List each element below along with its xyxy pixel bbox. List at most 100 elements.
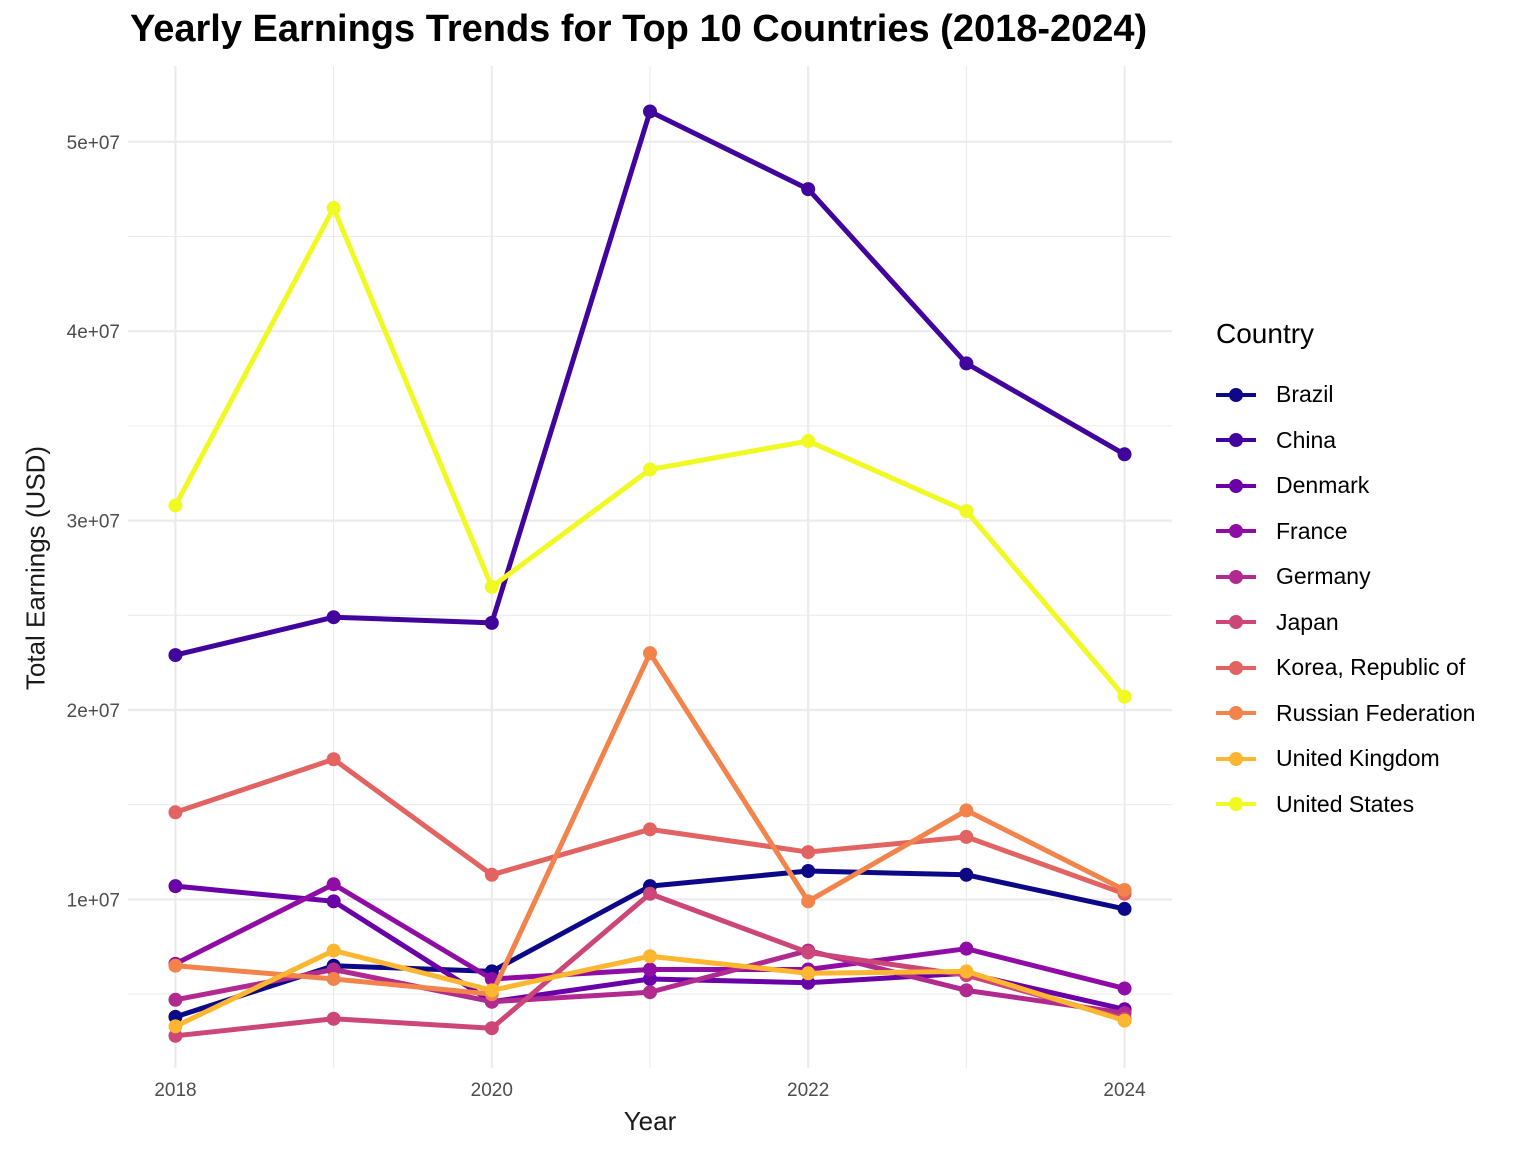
- data-point-japan: [326, 1011, 341, 1026]
- x-tick-label: 2024: [1103, 1080, 1146, 1101]
- x-tick-label: 2018: [154, 1080, 196, 1101]
- data-point-japan: [484, 1021, 499, 1036]
- data-point-russian-federation: [168, 958, 183, 973]
- legend-item-germany: Germany: [1216, 554, 1475, 600]
- data-point-brazil: [959, 867, 974, 882]
- x-axis-ticks: 2018 2020 2022 2024: [154, 1080, 1146, 1101]
- legend-item-denmark: Denmark: [1216, 463, 1475, 509]
- legend-key-dot: [1229, 751, 1243, 766]
- data-point-japan: [643, 886, 657, 901]
- data-point-france: [959, 941, 974, 956]
- legend-label: China: [1276, 426, 1337, 453]
- data-point-united-kingdom: [801, 966, 816, 981]
- legend-label: France: [1276, 517, 1348, 544]
- data-point-china: [1117, 447, 1132, 462]
- data-point-united-states: [1117, 689, 1132, 704]
- y-axis-title: Total Earnings (USD): [20, 445, 51, 691]
- legend-key-dot: [1229, 797, 1243, 812]
- legend-label: Korea, Republic of: [1276, 654, 1466, 681]
- y-tick-label: 1e+07: [67, 890, 120, 911]
- data-point-china: [484, 615, 499, 630]
- legend-key-dot: [1229, 569, 1243, 584]
- data-point-china: [801, 182, 816, 197]
- data-point-france: [326, 877, 341, 892]
- data-point-united-states: [168, 498, 183, 513]
- legend-key-germany: [1216, 567, 1256, 587]
- legend-key-dot: [1229, 478, 1243, 493]
- legend-label: United States: [1276, 790, 1415, 817]
- series-united-kingdom: [168, 943, 1132, 1034]
- data-point-china: [643, 104, 657, 119]
- data-point-china: [168, 648, 183, 663]
- legend-label: Germany: [1276, 563, 1371, 590]
- legend-key-dot: [1229, 660, 1243, 675]
- data-point-united-states: [801, 434, 816, 449]
- legend-items: Brazil China Denmark France Germany Japan Kore…: [1216, 372, 1475, 827]
- legend-title: Country: [1216, 318, 1315, 349]
- legend-key-denmark: [1216, 476, 1256, 496]
- y-tick-label: 3e+07: [67, 512, 120, 533]
- data-point-germany: [643, 985, 657, 1000]
- legend-label: Denmark: [1276, 472, 1370, 499]
- data-point-united-states: [484, 579, 499, 594]
- legend-item-china: China: [1216, 418, 1475, 464]
- series-layer: [168, 104, 1132, 1043]
- legend-item-russian-federation: Russian Federation: [1216, 691, 1475, 737]
- data-point-china: [959, 356, 974, 371]
- legend-item-france: France: [1216, 509, 1475, 555]
- data-point-korea-republic-of: [801, 845, 816, 860]
- y-tick-label: 5e+07: [67, 133, 120, 154]
- series-korea-republic-of: [168, 752, 1132, 901]
- data-point-korea-republic-of: [959, 829, 974, 844]
- legend-item-united-states: United States: [1216, 782, 1475, 828]
- data-point-korea-republic-of: [326, 752, 341, 767]
- legend-key-dot: [1229, 706, 1243, 721]
- data-point-korea-republic-of: [168, 805, 183, 820]
- legend-key-russian-federation: [1216, 703, 1256, 723]
- legend-label: Russian Federation: [1276, 699, 1476, 726]
- x-tick-label: 2022: [787, 1080, 829, 1101]
- legend-key-korea-republic-of: [1216, 658, 1256, 678]
- data-point-russian-federation: [801, 894, 816, 909]
- data-point-russian-federation: [1117, 882, 1132, 897]
- data-point-russian-federation: [959, 803, 974, 818]
- y-tick-label: 2e+07: [67, 701, 120, 722]
- data-point-brazil: [1117, 901, 1132, 916]
- legend-key-japan: [1216, 612, 1256, 632]
- legend-key-brazil: [1216, 385, 1256, 405]
- data-point-germany: [168, 992, 183, 1007]
- chart-title: Yearly Earnings Trends for Top 10 Countr…: [130, 8, 1148, 50]
- data-point-russian-federation: [643, 646, 657, 661]
- data-point-france: [643, 962, 657, 977]
- legend-key-united-states: [1216, 794, 1256, 814]
- data-point-united-kingdom: [326, 943, 341, 958]
- series-united-states: [168, 201, 1132, 704]
- legend-key-dot: [1229, 524, 1243, 539]
- legend-item-united-kingdom: United Kingdom: [1216, 736, 1475, 782]
- series-russian-federation: [168, 646, 1132, 1002]
- legend-label: Brazil: [1276, 381, 1334, 408]
- data-point-japan: [801, 945, 816, 960]
- data-point-korea-republic-of: [643, 822, 657, 837]
- data-point-united-states: [326, 201, 341, 216]
- legend-key-dot: [1229, 433, 1243, 448]
- legend-key-united-kingdom: [1216, 749, 1256, 769]
- legend-item-brazil: Brazil: [1216, 372, 1475, 418]
- legend-item-japan: Japan: [1216, 600, 1475, 646]
- x-tick-label: 2020: [471, 1080, 513, 1101]
- series-china: [168, 104, 1132, 663]
- data-point-united-kingdom: [1117, 1013, 1132, 1028]
- data-point-united-kingdom: [484, 983, 499, 998]
- minor-gridlines: [128, 66, 1172, 1068]
- legend-key-france: [1216, 521, 1256, 541]
- y-tick-label: 4e+07: [67, 322, 120, 343]
- data-point-denmark: [168, 879, 183, 894]
- legend-key-dot: [1229, 387, 1243, 402]
- legend-key-dot: [1229, 615, 1243, 630]
- legend-key-china: [1216, 430, 1256, 450]
- data-point-united-kingdom: [168, 1019, 183, 1034]
- legend: Country Brazil China Denmark France Germany J…: [1216, 318, 1475, 827]
- x-axis-title: Year: [623, 1106, 677, 1136]
- data-point-united-kingdom: [959, 964, 974, 979]
